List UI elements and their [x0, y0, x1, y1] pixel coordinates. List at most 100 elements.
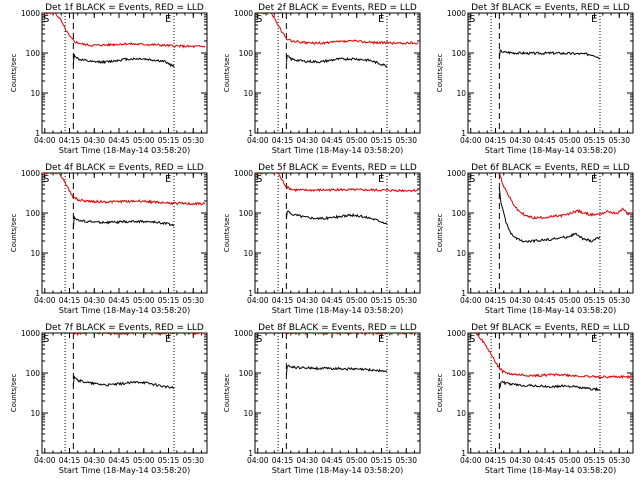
x-tick-label: 04:30 [83, 136, 105, 145]
x-axis-label: Start Time (18-May-14 03:58:20) [59, 146, 190, 155]
y-tick-label: 10 [30, 409, 40, 418]
x-tick-label: 05:00 [346, 296, 368, 305]
y-tick-label: 100 [239, 369, 254, 378]
x-tick-label: 04:30 [83, 456, 105, 465]
x-tick-label: 05:30 [395, 296, 417, 305]
x-axis-label: Start Time (18-May-14 03:58:20) [272, 146, 403, 155]
y-tick-label: 1000 [21, 169, 40, 178]
y-tick-label: 1 [248, 449, 253, 458]
x-axis-label: Start Time (18-May-14 03:58:20) [272, 466, 403, 475]
y-tick-label: 1000 [21, 9, 40, 18]
y-tick-label: 10 [456, 249, 466, 258]
x-tick-label: 05:00 [559, 296, 581, 305]
x-tick-label: 05:00 [133, 136, 155, 145]
end-marker-label: E [591, 14, 597, 25]
y-tick-label: 1 [248, 289, 253, 298]
x-tick-label: 05:00 [559, 136, 581, 145]
x-tick-label: 04:15 [485, 296, 507, 305]
x-tick-label: 04:00 [460, 296, 482, 305]
y-tick-label: 100 [239, 209, 254, 218]
series-line-lld [475, 333, 632, 380]
chart-panel-1: Det 1f BLACK = Events, RED = LLD 1 10 100 10… [10, 3, 208, 155]
plot-frame [41, 332, 208, 454]
x-tick-label: 04:45 [108, 296, 130, 305]
x-tick-label: 05:00 [559, 456, 581, 465]
y-tick-label: 10 [456, 89, 466, 98]
start-marker-label: S [43, 174, 49, 185]
x-tick-label: 05:30 [182, 136, 204, 145]
end-marker-label: E [165, 334, 171, 345]
start-marker-label: S [256, 334, 262, 345]
x-tick-label: 05:30 [395, 456, 417, 465]
series-line-events [285, 364, 388, 376]
end-marker-label: E [165, 174, 171, 185]
series-line-lld [42, 173, 206, 206]
end-marker-label: E [591, 174, 597, 185]
x-tick-label: 05:15 [371, 296, 393, 305]
x-tick-label: 04:45 [321, 296, 343, 305]
x-tick-label: 04:45 [108, 136, 130, 145]
x-tick-label: 05:15 [584, 456, 606, 465]
chart-title: Det 2f BLACK = Events, RED = LLD [258, 3, 417, 13]
chart-panel-9: Det 9f BLACK = Events, RED = LLD 1 10 100 10… [436, 323, 634, 475]
x-tick-label: 05:15 [158, 136, 180, 145]
start-marker-label: S [256, 174, 262, 185]
y-tick-label: 1000 [234, 169, 253, 178]
plot-frame [467, 12, 634, 134]
end-marker-label: E [165, 14, 171, 25]
series-line-events [285, 54, 388, 68]
y-axis-label: Counts/sec [223, 214, 231, 253]
y-tick-label: 1 [461, 449, 466, 458]
x-tick-label: 04:15 [272, 136, 294, 145]
y-tick-label: 10 [243, 249, 253, 258]
x-tick-label: 05:15 [371, 456, 393, 465]
y-tick-label: 10 [30, 249, 40, 258]
x-tick-label: 04:00 [247, 456, 269, 465]
end-marker-label: E [591, 334, 597, 345]
x-tick-label: 04:00 [34, 456, 56, 465]
x-tick-label: 04:15 [59, 456, 81, 465]
y-tick-label: 100 [26, 49, 41, 58]
end-marker-label: E [378, 334, 384, 345]
x-tick-label: 04:45 [321, 456, 343, 465]
x-axis-label: Start Time (18-May-14 03:58:20) [485, 306, 616, 315]
x-tick-label: 04:15 [485, 456, 507, 465]
x-tick-label: 04:30 [296, 136, 318, 145]
series-line-events [72, 374, 175, 389]
chart-panel-5: Det 5f BLACK = Events, RED = LLD 1 10 100 10… [223, 163, 421, 315]
x-tick-label: 04:00 [34, 296, 56, 305]
y-axis-label: Counts/sec [10, 214, 18, 253]
y-axis-label: Counts/sec [223, 374, 231, 413]
y-axis-label: Counts/sec [223, 54, 231, 93]
x-axis-label: Start Time (18-May-14 03:58:20) [485, 146, 616, 155]
x-tick-label: 04:00 [247, 136, 269, 145]
series-line-lld [72, 333, 206, 336]
x-tick-label: 05:30 [608, 296, 630, 305]
chart-panel-3: Det 3f BLACK = Events, RED = LLD 1 10 100 10… [436, 3, 634, 155]
y-tick-label: 100 [452, 369, 467, 378]
y-axis-label: Counts/sec [10, 54, 18, 93]
x-tick-label: 05:30 [395, 136, 417, 145]
x-axis-label: Start Time (18-May-14 03:58:20) [59, 466, 190, 475]
y-tick-label: 1 [461, 289, 466, 298]
start-marker-label: S [469, 14, 475, 25]
start-marker-label: S [256, 14, 262, 25]
y-tick-label: 100 [239, 49, 254, 58]
y-tick-label: 10 [456, 409, 466, 418]
x-tick-label: 04:30 [509, 456, 531, 465]
y-tick-label: 100 [26, 369, 41, 378]
plot-frame [41, 172, 208, 294]
y-tick-label: 10 [30, 89, 40, 98]
chart-title: Det 8f BLACK = Events, RED = LLD [258, 323, 417, 333]
series-line-events [498, 187, 601, 244]
x-tick-label: 05:00 [346, 136, 368, 145]
chart-title: Det 9f BLACK = Events, RED = LLD [471, 323, 630, 333]
series-line-lld [42, 13, 206, 49]
chart-title: Det 7f BLACK = Events, RED = LLD [45, 323, 204, 333]
x-tick-label: 04:45 [108, 456, 130, 465]
x-tick-label: 05:00 [133, 296, 155, 305]
series-line-events [72, 214, 175, 230]
chart-panel-8: Det 8f BLACK = Events, RED = LLD 1 10 100 10… [223, 323, 421, 475]
y-tick-label: 1 [35, 129, 40, 138]
